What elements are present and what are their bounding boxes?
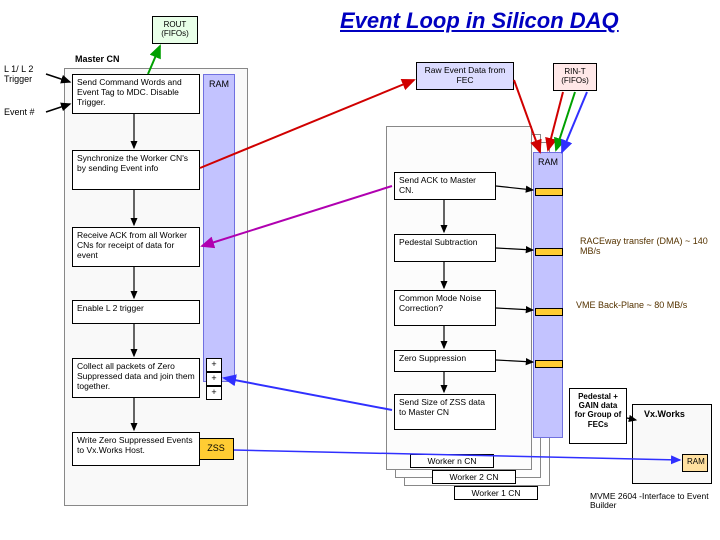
worker-step3: Common Mode Noise Correction?	[394, 290, 496, 326]
worker-step4: Zero Suppression	[394, 350, 496, 372]
raw-data: Raw Event Data from FEC	[416, 62, 514, 90]
ybar3	[535, 308, 563, 316]
plus3: +	[206, 386, 222, 400]
ybar2	[535, 248, 563, 256]
worker-step2: Pedestal Subtraction	[394, 234, 496, 262]
worker-2: Worker 2 CN	[432, 470, 516, 484]
worker-n: Worker n CN	[410, 454, 494, 468]
master-step6: Write Zero Suppressed Events to Vx.Works…	[72, 432, 200, 466]
worker-step5: Send Size of ZSS data to Master CN	[394, 394, 496, 430]
ann-vme: VME Back-Plane ~ 80 MB/s	[576, 300, 720, 310]
pedestal-box: Pedestal + GAIN data for Group of FECs	[569, 388, 627, 444]
event-label: Event #	[4, 108, 35, 118]
plus1: +	[206, 358, 222, 372]
vxworks-label: Vx.Works	[644, 410, 685, 420]
vxworks-ram: RAM	[682, 454, 708, 472]
master-step4: Enable L 2 trigger	[72, 300, 200, 324]
master-step2: Synchronize the Worker CN's by sending E…	[72, 150, 200, 190]
worker-step1: Send ACK to Master CN.	[394, 172, 496, 200]
mvme-label: MVME 2604 -Interface to Event Builder	[590, 492, 716, 511]
page-title: Event Loop in Silicon DAQ	[340, 8, 619, 34]
master-label: Master CN	[75, 55, 120, 65]
ann-raceway: RACEway transfer (DMA) ~ 140 MB/s	[580, 236, 716, 257]
rout-box: ROUT (FIFOs)	[152, 16, 198, 44]
zss-box: ZSS	[198, 438, 234, 460]
worker-1: Worker 1 CN	[454, 486, 538, 500]
master-step1: Send Command Words and Event Tag to MDC.…	[72, 74, 200, 114]
ybar4	[535, 360, 563, 368]
master-step3: Receive ACK from all Worker CNs for rece…	[72, 227, 200, 267]
plus2: +	[206, 372, 222, 386]
master-step5: Collect all packets of Zero Suppressed d…	[72, 358, 200, 398]
rint-box: RIN-T (FIFOs)	[553, 63, 597, 91]
master-ram: RAM	[203, 74, 235, 382]
ybar1	[535, 188, 563, 196]
trigger-label: L 1/ L 2 Trigger	[4, 65, 52, 85]
